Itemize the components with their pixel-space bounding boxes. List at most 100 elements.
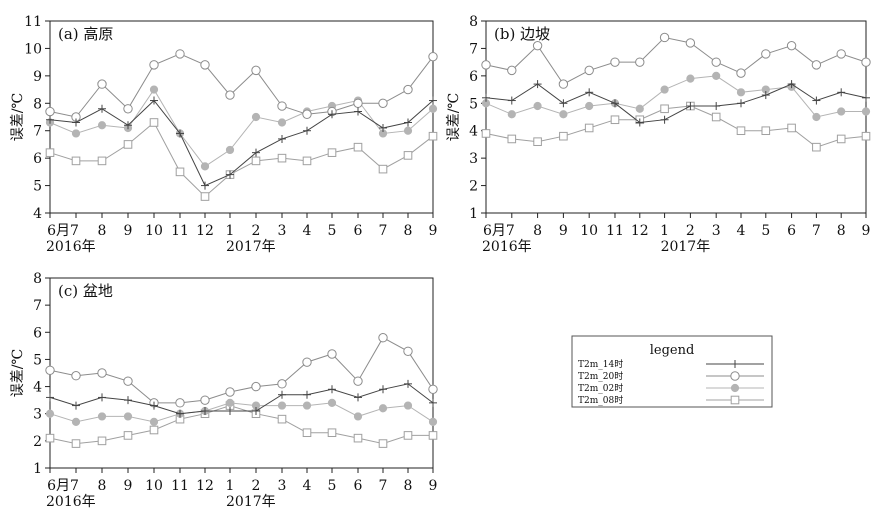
y-tick-label: 6 — [469, 69, 478, 85]
data-point — [302, 401, 312, 410]
data-point — [353, 376, 363, 386]
y-tick-label: 3 — [33, 407, 42, 423]
data-point — [225, 145, 235, 155]
data-point — [610, 57, 620, 67]
legend-marker — [730, 395, 740, 405]
data-point — [97, 79, 107, 89]
series-circle — [45, 333, 438, 408]
data-point — [812, 142, 821, 152]
data-point — [558, 79, 569, 89]
x-tick-label: 7 — [812, 223, 821, 239]
data-point — [736, 88, 746, 97]
data-point — [71, 129, 81, 138]
data-point — [327, 148, 337, 157]
data-point — [507, 134, 517, 144]
x-tick-label: 9 — [429, 478, 438, 494]
data-point — [481, 129, 491, 138]
y-tick-label: 9 — [33, 69, 42, 85]
data-point — [660, 104, 669, 114]
data-point — [277, 153, 287, 163]
y-tick-label: 4 — [469, 124, 478, 140]
y-tick-label: 8 — [33, 96, 42, 112]
x-tick-label: 6 — [354, 478, 363, 494]
data-point — [225, 90, 235, 100]
data-point — [45, 409, 55, 418]
x-tick-label: 4 — [737, 223, 746, 239]
series-line — [49, 405, 433, 445]
data-point — [861, 131, 871, 141]
panel-label: (c) 盆地 — [58, 282, 113, 300]
x-tick-label: 12 — [196, 223, 214, 239]
series-line — [485, 75, 866, 118]
plot-frame — [49, 20, 434, 214]
data-point — [175, 398, 185, 408]
data-point — [97, 412, 107, 421]
x-tick-label: 11 — [606, 223, 624, 239]
x-tick-label: 8 — [404, 223, 413, 239]
data-point — [123, 140, 133, 149]
data-point — [610, 115, 620, 125]
x-tick-label: 4 — [303, 223, 312, 239]
data-point — [659, 32, 670, 43]
data-point — [660, 85, 669, 94]
data-point — [123, 376, 133, 386]
legend-item-label: T2m_20时 — [578, 370, 623, 382]
data-point — [97, 436, 107, 446]
data-point — [200, 192, 210, 201]
series-line — [49, 121, 434, 198]
data-point — [277, 118, 287, 127]
legend-marker — [730, 383, 740, 393]
plot-frame — [485, 20, 867, 214]
year-label: 2017年 — [661, 239, 711, 255]
data-point — [378, 333, 388, 343]
series-square — [481, 101, 871, 152]
data-point — [761, 126, 771, 136]
y-tick-label: 1 — [469, 206, 478, 222]
data-point — [149, 417, 159, 426]
data-point — [353, 433, 363, 443]
x-tick-label: 3 — [712, 223, 721, 239]
data-point — [45, 148, 55, 157]
x-tick-label: 7 — [379, 223, 388, 239]
data-point — [786, 40, 797, 51]
data-point — [533, 137, 542, 146]
x-tick-label: 10 — [580, 223, 598, 239]
data-point — [559, 131, 568, 141]
data-point — [428, 431, 438, 440]
x-tick-label: 5 — [328, 223, 337, 239]
data-point — [45, 365, 55, 375]
data-point — [353, 98, 363, 108]
data-point — [251, 381, 261, 392]
series-line — [485, 36, 867, 85]
data-point — [71, 439, 81, 448]
data-point — [787, 123, 796, 133]
y-axis-label: 误差/℃ — [10, 93, 26, 141]
data-point — [302, 109, 312, 119]
data-point — [736, 126, 746, 136]
data-point — [635, 104, 644, 113]
data-point — [532, 40, 543, 51]
series-line — [49, 99, 434, 187]
data-point — [559, 110, 568, 119]
data-point — [302, 428, 312, 438]
data-point — [378, 404, 388, 413]
x-tick-label: 11 — [171, 478, 189, 494]
data-point — [302, 357, 312, 367]
data-point — [200, 162, 210, 171]
data-point — [837, 107, 846, 116]
data-point — [507, 110, 516, 119]
panel-label: (a) 高原 — [58, 25, 113, 43]
panel-label: (b) 边坡 — [494, 25, 550, 43]
x-tick-label: 4 — [303, 478, 312, 494]
x-tick-label: 12 — [196, 478, 214, 494]
x-tick-label: 2 — [252, 223, 261, 239]
x-tick-label: 7 — [379, 478, 388, 494]
data-point — [200, 395, 210, 405]
data-point — [836, 49, 846, 59]
data-point — [585, 101, 594, 111]
data-point — [403, 84, 413, 95]
